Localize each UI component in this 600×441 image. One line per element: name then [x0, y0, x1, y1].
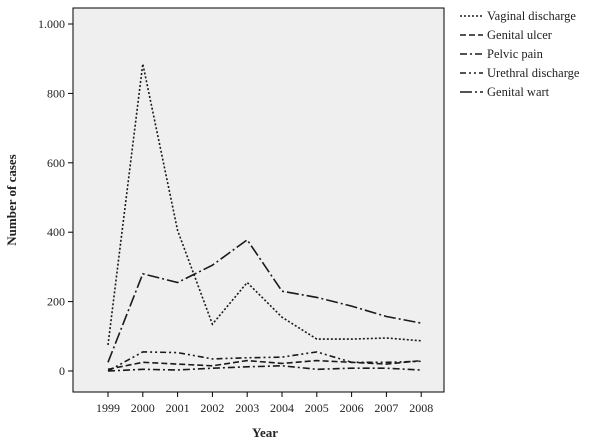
y-tick-label: 200: [47, 295, 65, 309]
series-line: [107, 63, 422, 346]
legend-label: Urethral discharge: [487, 66, 580, 80]
plot-area: [72, 7, 445, 393]
legend-label: Genital wart: [487, 85, 550, 99]
legend: Vaginal discharge Genital ulcer Pelvic pai…: [460, 9, 580, 99]
y-tick-label: 1.000: [38, 17, 65, 31]
y-tick-label: 600: [47, 156, 65, 170]
y-axis: 0 200 400 600 800 1.000: [38, 17, 73, 378]
x-tick-label: 2006: [340, 401, 364, 415]
x-tick-label: 2008: [409, 401, 433, 415]
legend-label: Pelvic pain: [487, 47, 544, 61]
series-line: [107, 364, 422, 372]
y-tick-label: 0: [59, 364, 65, 378]
series-line: [107, 359, 422, 371]
series-line: [107, 351, 422, 372]
x-tick-label: 2002: [200, 401, 224, 415]
x-axis: 1999 2000 2001 2002 2003 2004 2005 2006 2007 2008: [96, 392, 433, 415]
x-tick-label: 2005: [305, 401, 329, 415]
x-tick-label: 2003: [235, 401, 259, 415]
x-tick-label: 2000: [131, 401, 155, 415]
legend-label: Vaginal discharge: [487, 9, 576, 23]
x-axis-title: Year: [252, 425, 278, 440]
legend-label: Genital ulcer: [487, 28, 553, 42]
y-axis-title: Number of cases: [4, 154, 19, 245]
x-tick-label: 2004: [270, 401, 294, 415]
y-tick-label: 800: [47, 86, 65, 100]
x-tick-label: 1999: [96, 401, 120, 415]
x-tick-label: 2001: [166, 401, 190, 415]
x-tick-label: 2007: [374, 401, 398, 415]
y-tick-label: 400: [47, 225, 65, 239]
series-lines: [107, 63, 422, 372]
series-line: [107, 238, 422, 363]
